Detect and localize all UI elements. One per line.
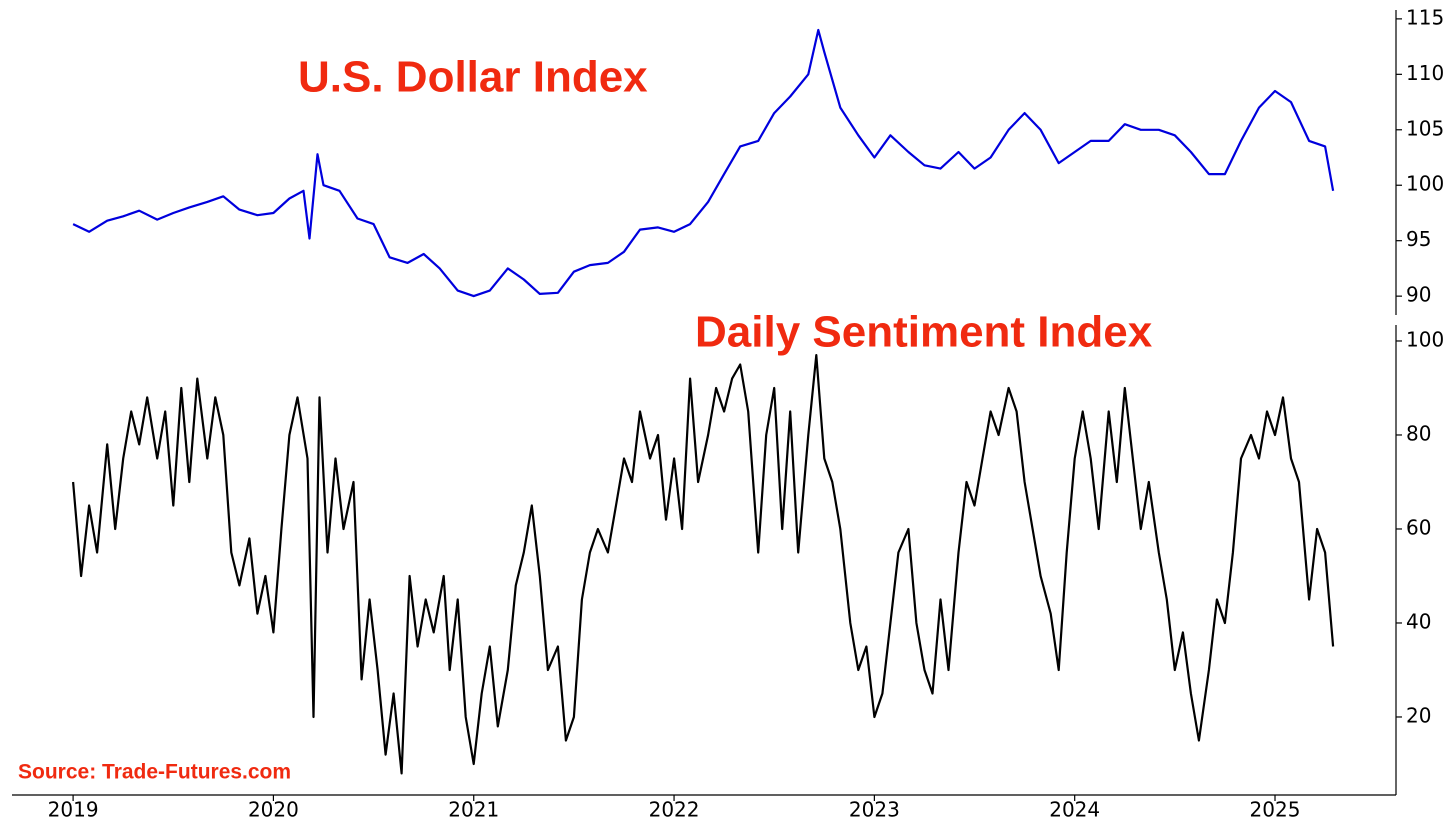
y-tick-label: 20 [1406,703,1431,727]
data-line [72,28,1335,298]
y-tick-label: 40 [1406,609,1431,633]
x-tick-label: 2020 [248,798,299,822]
x-tick-label: 2021 [448,798,499,822]
x-tick-label: 2023 [849,798,900,822]
y-tick-label: 90 [1406,283,1431,307]
y-tick-label: 100 [1406,327,1444,351]
data-line [72,354,1335,775]
x-tick-label: 2022 [649,798,700,822]
y-tick-label: 100 [1406,172,1444,196]
chart-title: Daily Sentiment Index [695,308,1153,357]
y-tick-label: 80 [1406,421,1431,445]
y-tick-label: 95 [1406,227,1431,251]
source-note: Source: Trade-Futures.com [18,761,291,784]
y-tick-label: 105 [1406,116,1444,140]
chart-title: U.S. Dollar Index [298,53,648,102]
y-tick-label: 115 [1406,5,1444,29]
x-tick-label: 2025 [1250,798,1301,822]
x-tick-label: 2019 [48,798,99,822]
x-tick-label: 2024 [1049,798,1100,822]
y-tick-label: 110 [1406,61,1444,85]
y-tick-label: 60 [1406,515,1431,539]
